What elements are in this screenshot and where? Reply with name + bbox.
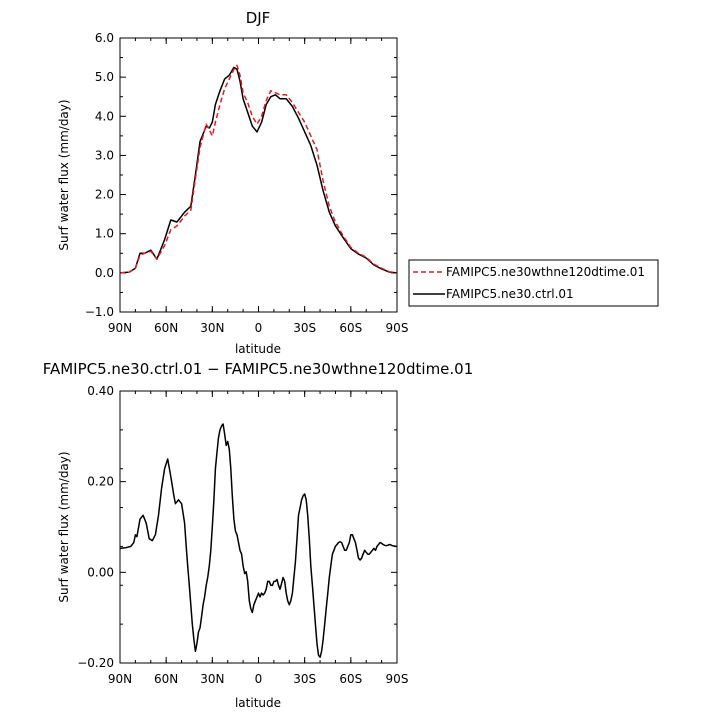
legend-box	[408, 259, 659, 307]
legend-label-series-1: FAMIPC5.ne30wthne120dtime.01	[446, 265, 645, 279]
bottom-x-tick-label: 30N	[200, 672, 224, 686]
top-y-tick-label: 2.0	[95, 188, 114, 202]
bottom-x-tick-label: 0	[255, 672, 263, 686]
top-chart: DJF 90N 60N 30N 0 30S 60S 90S 6.0 5.0 4.0 3.0 2.0 1.…	[57, 9, 408, 356]
top-x-axis-label: latitude	[235, 342, 281, 356]
bottom-series-line-1	[119, 423, 397, 658]
top-x-tick-label: 60N	[154, 321, 178, 335]
bottom-x-tick-label: 30S	[293, 672, 316, 686]
bottom-x-tick-label: 60S	[339, 672, 362, 686]
top-x-tick-label: 60S	[339, 321, 362, 335]
bottom-y-tick-label: 0.20	[87, 475, 114, 489]
top-y-tick-label: 6.0	[95, 31, 114, 45]
top-y-tick-label: 1.0	[95, 227, 114, 241]
top-y-tick-label: 3.0	[95, 148, 114, 162]
bottom-x-axis-label: latitude	[235, 696, 281, 710]
bottom-y-axis-label: Surf water flux (mm/day)	[57, 451, 71, 602]
bottom-chart-title: FAMIPC5.ne30.ctrl.01 − FAMIPC5.ne30wthne…	[43, 360, 474, 378]
top-series-line-2	[119, 66, 398, 274]
bottom-y-tick-label: 0.00	[87, 565, 114, 579]
top-y-axis-label: Surf water flux (mm/day)	[57, 99, 71, 250]
top-y-tick-label: −1.0	[85, 305, 114, 319]
legend-label-series-2: FAMIPC5.ne30.ctrl.01	[446, 287, 574, 301]
bottom-chart-series	[119, 423, 397, 658]
top-x-tick-label: 0	[255, 321, 263, 335]
top-y-tick-label: 4.0	[95, 109, 114, 123]
top-chart-series	[119, 64, 398, 274]
top-chart-title: DJF	[246, 9, 271, 27]
bottom-chart: FAMIPC5.ne30.ctrl.01 − FAMIPC5.ne30wthne…	[43, 360, 474, 710]
bottom-x-tick-label: 90S	[386, 672, 409, 686]
top-chart-ticks: 90N 60N 30N 0 30S 60S 90S 6.0 5.0 4.0 3.0 2.0 1.0 0.0…	[85, 31, 409, 335]
top-series-line-1	[119, 64, 398, 274]
top-x-tick-label: 90N	[108, 321, 132, 335]
top-plot-frame	[119, 37, 398, 313]
top-x-tick-label: 90S	[386, 321, 409, 335]
bottom-y-tick-label: −0.20	[77, 656, 114, 670]
bottom-x-tick-label: 90N	[108, 672, 132, 686]
bottom-plot-frame	[119, 390, 398, 664]
bottom-x-tick-label: 60N	[154, 672, 178, 686]
legend: FAMIPC5.ne30wthne120dtime.01 FAMIPC5.ne3…	[408, 259, 659, 307]
top-y-tick-label: 5.0	[95, 70, 114, 84]
bottom-y-tick-label: 0.40	[87, 384, 114, 398]
top-x-tick-label: 30S	[293, 321, 316, 335]
top-y-tick-label: 0.0	[95, 266, 114, 280]
top-x-tick-label: 30N	[200, 321, 224, 335]
bottom-chart-ticks: 90N 60N 30N 0 30S 60S 90S 0.40 0.20 0.00 −0.20	[77, 384, 408, 686]
